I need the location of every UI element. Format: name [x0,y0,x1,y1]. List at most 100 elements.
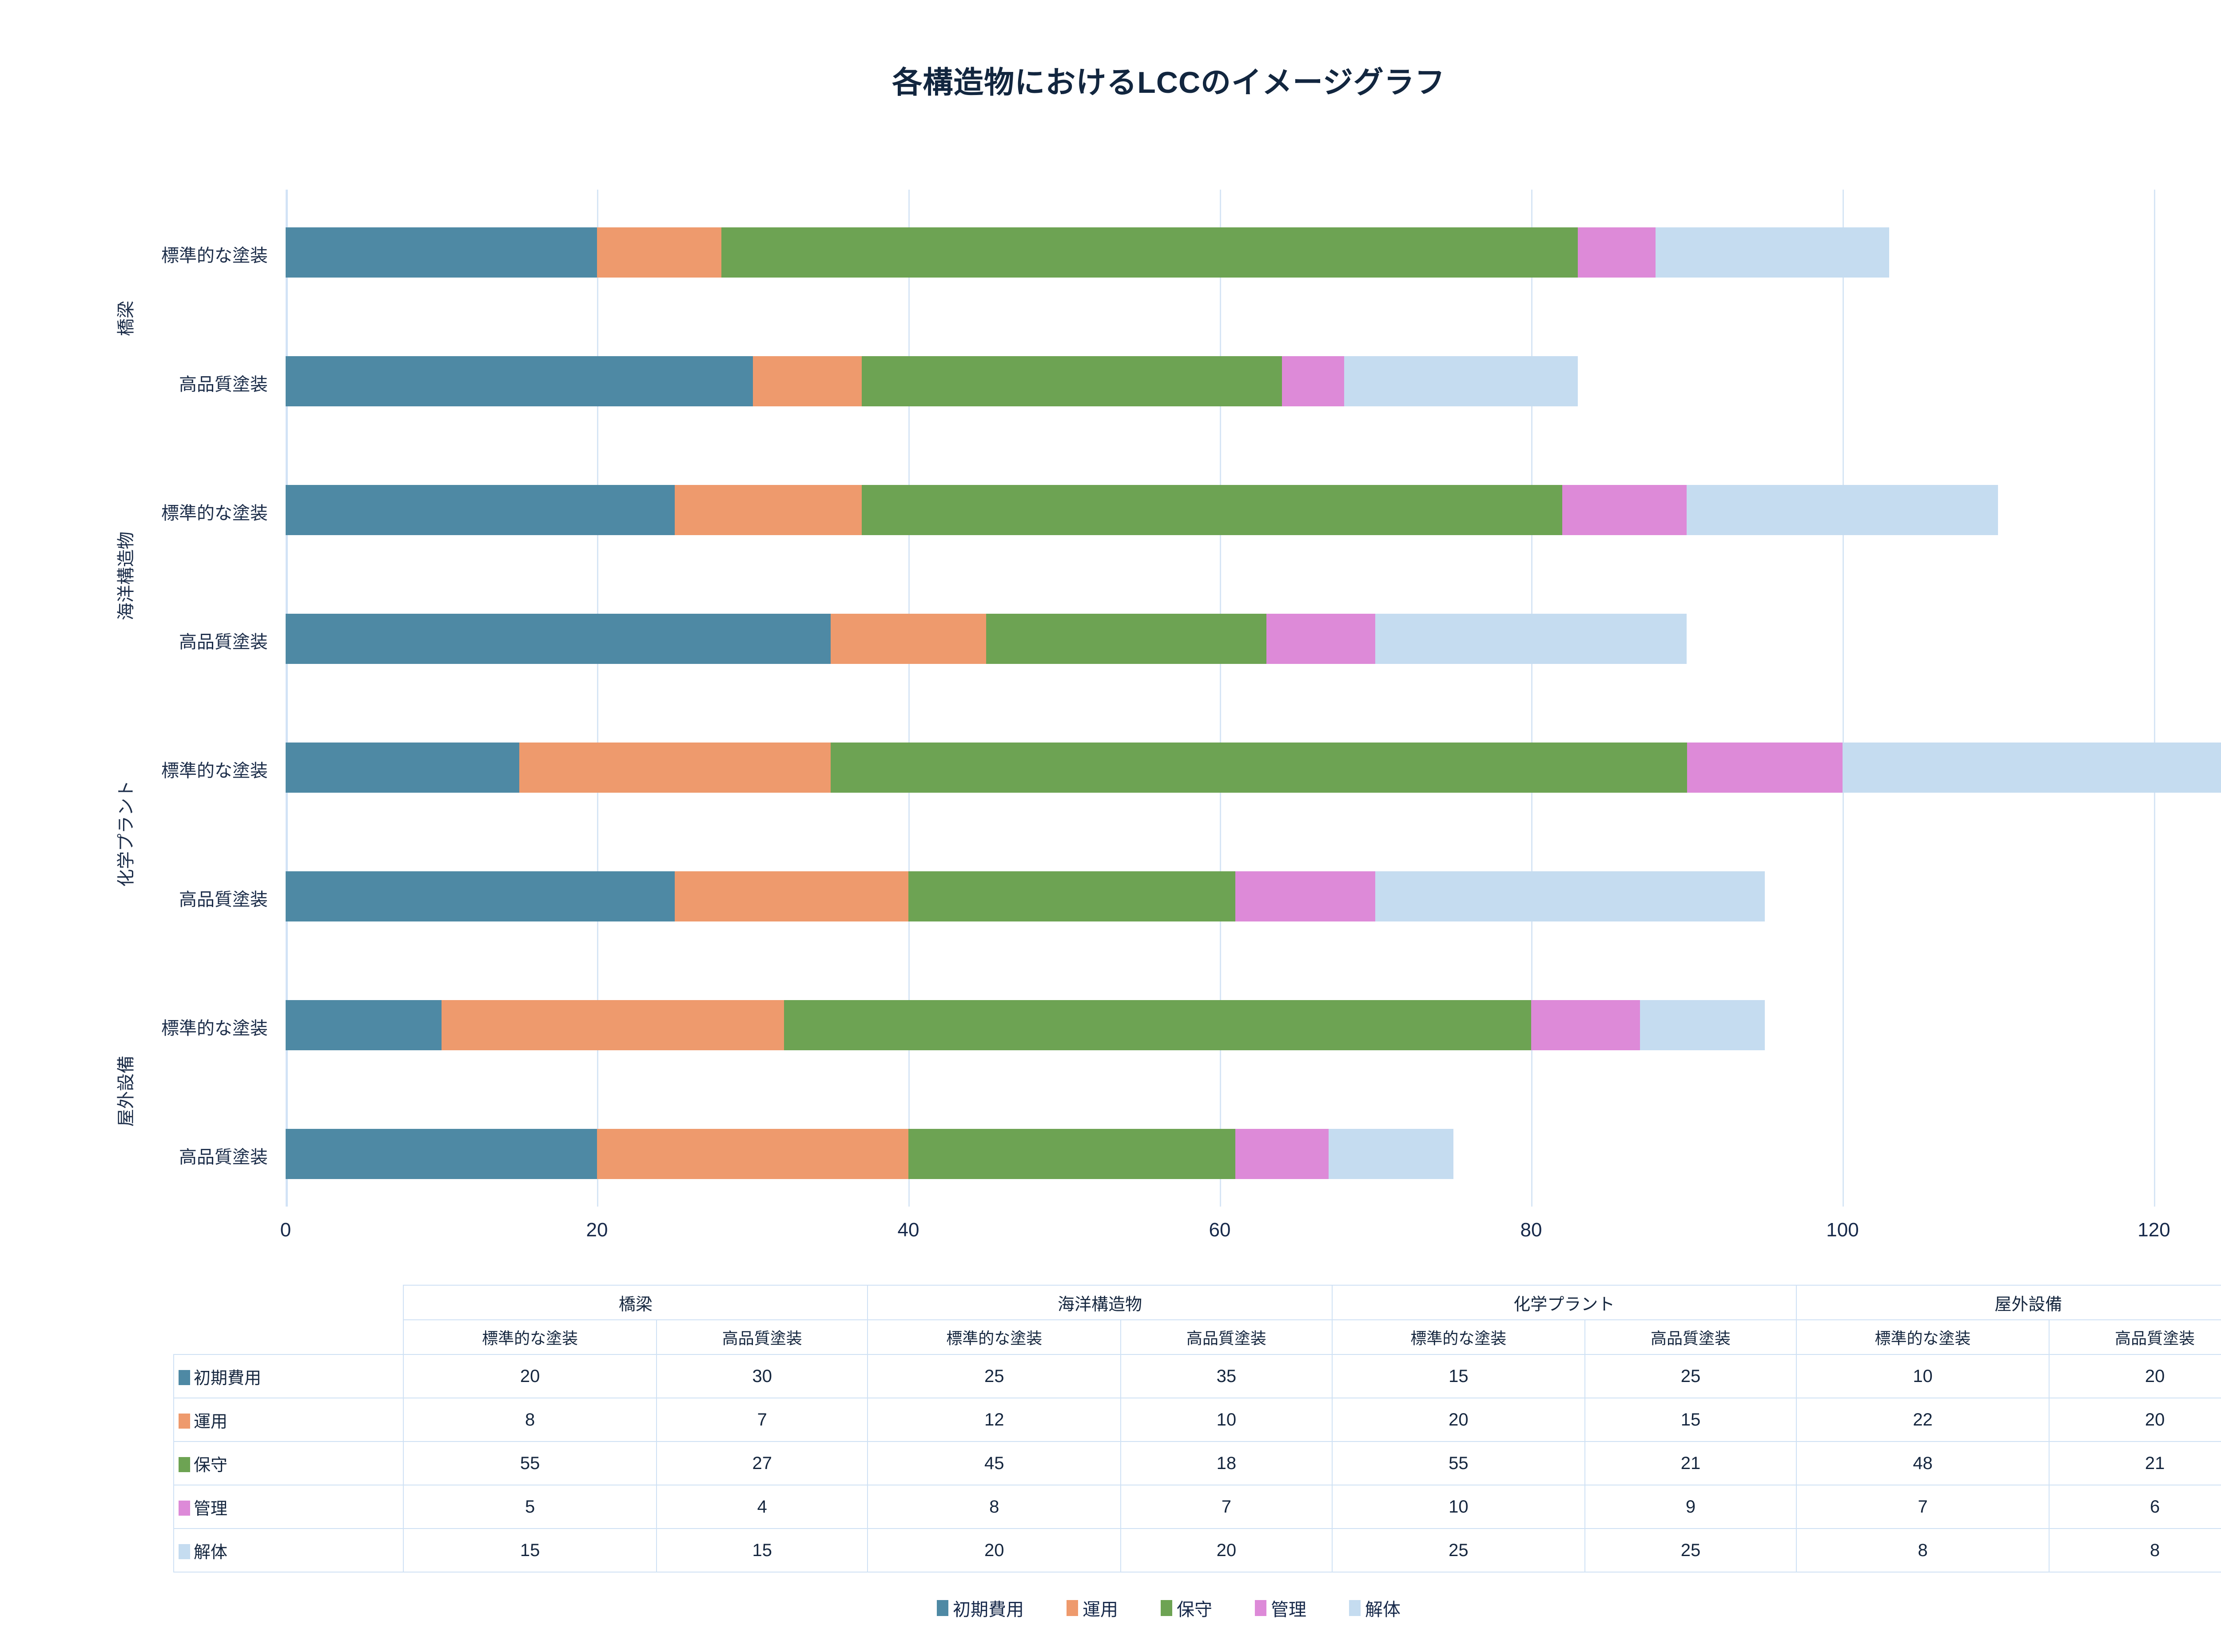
x-tick-40: 40 [897,1219,919,1241]
table-cell: 8 [867,1485,1122,1529]
legend-item[interactable]: 管理 [1255,1595,1306,1621]
table-row: 管理 5 4 8 7 10 9 7 6 [173,1485,2221,1529]
table-cell: 15 [403,1528,657,1573]
bar-segment-管理[interactable] [1687,743,1843,793]
chart-legend: 初期費用 運用 保守 管理 解体 [0,1595,2221,1621]
table-cell: 15 [1331,1354,1586,1398]
data-table: 橋梁 海洋構造物 化学プラント 屋外設備 標準的な塗装 高品質塗装 標準的な塗装 高品質塗装… [173,1285,2221,1573]
bar-row[interactable] [286,614,1687,664]
table-sub-header: 高品質塗装 [1584,1319,1797,1355]
bar-segment-初期費用[interactable] [286,227,597,278]
table-cell: 12 [867,1398,1122,1442]
gridline-100 [1843,190,1844,1207]
bar-segment-管理[interactable] [1266,614,1376,664]
bar-segment-保守[interactable] [908,871,1236,921]
y-axis-group-label: 海洋構造物 [116,531,136,620]
table-group-header: 海洋構造物 [867,1285,1333,1320]
y-axis-group-label: 橋梁 [116,300,136,336]
bar-segment-運用[interactable] [675,485,862,535]
table-cell: 6 [2049,1485,2221,1529]
y-axis-subcategory-label: 高品質塗装 [179,1147,268,1167]
legend-color-swatch-icon [937,1600,948,1616]
y-axis-subcategory-label: 標準的な塗装 [161,503,268,523]
bar-row[interactable] [286,743,2221,793]
bar-segment-保守[interactable] [784,1000,1531,1050]
bar-segment-運用[interactable] [441,1000,784,1050]
bar-segment-解体[interactable] [1656,227,1890,278]
bar-segment-管理[interactable] [1235,871,1376,921]
table-cell: 10 [1120,1398,1333,1442]
x-tick-0: 0 [280,1219,291,1241]
table-cell: 20 [403,1354,657,1398]
gridline-60 [1220,190,1221,1207]
bar-segment-運用[interactable] [597,227,722,278]
bar-segment-初期費用[interactable] [286,614,831,664]
bar-segment-初期費用[interactable] [286,1000,442,1050]
bar-segment-初期費用[interactable] [286,485,675,535]
bar-segment-保守[interactable] [908,1129,1236,1179]
table-cell: 4 [656,1485,868,1529]
bar-row[interactable] [286,1129,1453,1179]
table-row: 解体 15 15 20 20 25 25 8 8 [173,1528,2221,1573]
bar-segment-初期費用[interactable] [286,1129,597,1179]
bar-segment-保守[interactable] [986,614,1267,664]
bar-row[interactable] [286,1000,1765,1050]
bar-segment-管理[interactable] [1282,356,1345,406]
bar-segment-解体[interactable] [1375,871,1765,921]
bar-segment-初期費用[interactable] [286,356,753,406]
bar-segment-運用[interactable] [752,356,862,406]
legend-color-swatch-icon [1255,1600,1266,1616]
bar-segment-保守[interactable] [830,743,1687,793]
table-cell: 55 [403,1441,657,1485]
bar-segment-管理[interactable] [1531,1000,1640,1050]
bar-segment-運用[interactable] [675,871,908,921]
table-group-header-row: 橋梁 海洋構造物 化学プラント 屋外設備 [174,1285,2221,1354]
series-color-swatch-icon [179,1370,190,1385]
table-sub-header-row: 標準的な塗装 高品質塗装 標準的な塗装 高品質塗装 標準的な塗装 高品質塗装 標準的な塗装高… [174,1319,2221,1355]
bar-segment-保守[interactable] [861,485,1563,535]
bar-segment-解体[interactable] [1640,1000,1765,1050]
bar-segment-解体[interactable] [1375,614,1687,664]
bar-segment-初期費用[interactable] [286,871,675,921]
y-axis-group-label: 屋外設備 [116,1055,136,1127]
table-row-label-text: 運用 [194,1412,228,1431]
bar-segment-運用[interactable] [830,614,987,664]
bar-segment-管理[interactable] [1562,485,1687,535]
bar-segment-運用[interactable] [519,743,831,793]
table-body: 初期費用 20 30 25 35 15 25 10 20 運用 8 7 12 10 20 15 22 20 保守 55… [173,1354,2221,1573]
bar-segment-初期費用[interactable] [286,743,519,793]
table-cell: 9 [1584,1485,1797,1529]
table-cell: 7 [1120,1485,1333,1529]
bar-row[interactable] [286,227,1890,278]
legend-item[interactable]: 解体 [1349,1595,1401,1621]
table-head: 橋梁 海洋構造物 化学プラント 屋外設備 標準的な塗装 高品質塗装 標準的な塗装 高品質塗装… [174,1285,2221,1355]
bar-segment-解体[interactable] [1843,743,2221,793]
legend-item[interactable]: 運用 [1067,1595,1118,1621]
legend-item[interactable]: 保守 [1161,1595,1212,1621]
bar-segment-解体[interactable] [1687,485,1998,535]
bar-row[interactable] [286,871,1765,921]
bar-segment-運用[interactable] [597,1129,908,1179]
table-cell: 20 [2049,1354,2221,1398]
table-sub-header: 標準的な塗装 [1331,1319,1586,1355]
bar-segment-管理[interactable] [1235,1129,1329,1179]
table-cell: 21 [2049,1441,2221,1485]
table-cell: 20 [2049,1398,2221,1442]
y-axis-subcategory-label: 標準的な塗装 [161,1018,268,1038]
bar-segment-保守[interactable] [861,356,1282,406]
table-group-header: 屋外設備 [1795,1285,2221,1320]
table-cell: 7 [656,1398,868,1442]
bar-row[interactable] [286,485,1998,535]
bar-row[interactable] [286,356,1578,406]
x-tick-100: 100 [1826,1219,1859,1241]
legend-item[interactable]: 初期費用 [937,1595,1024,1621]
gridline-40 [908,190,910,1207]
bar-segment-管理[interactable] [1578,227,1656,278]
table-cell: 45 [867,1441,1122,1485]
table-cell: 8 [2049,1528,2221,1573]
bar-segment-解体[interactable] [1329,1129,1453,1179]
bar-segment-保守[interactable] [721,227,1578,278]
bar-segment-解体[interactable] [1344,356,1578,406]
table-cell: 35 [1120,1354,1333,1398]
x-tick-20: 20 [586,1219,608,1241]
